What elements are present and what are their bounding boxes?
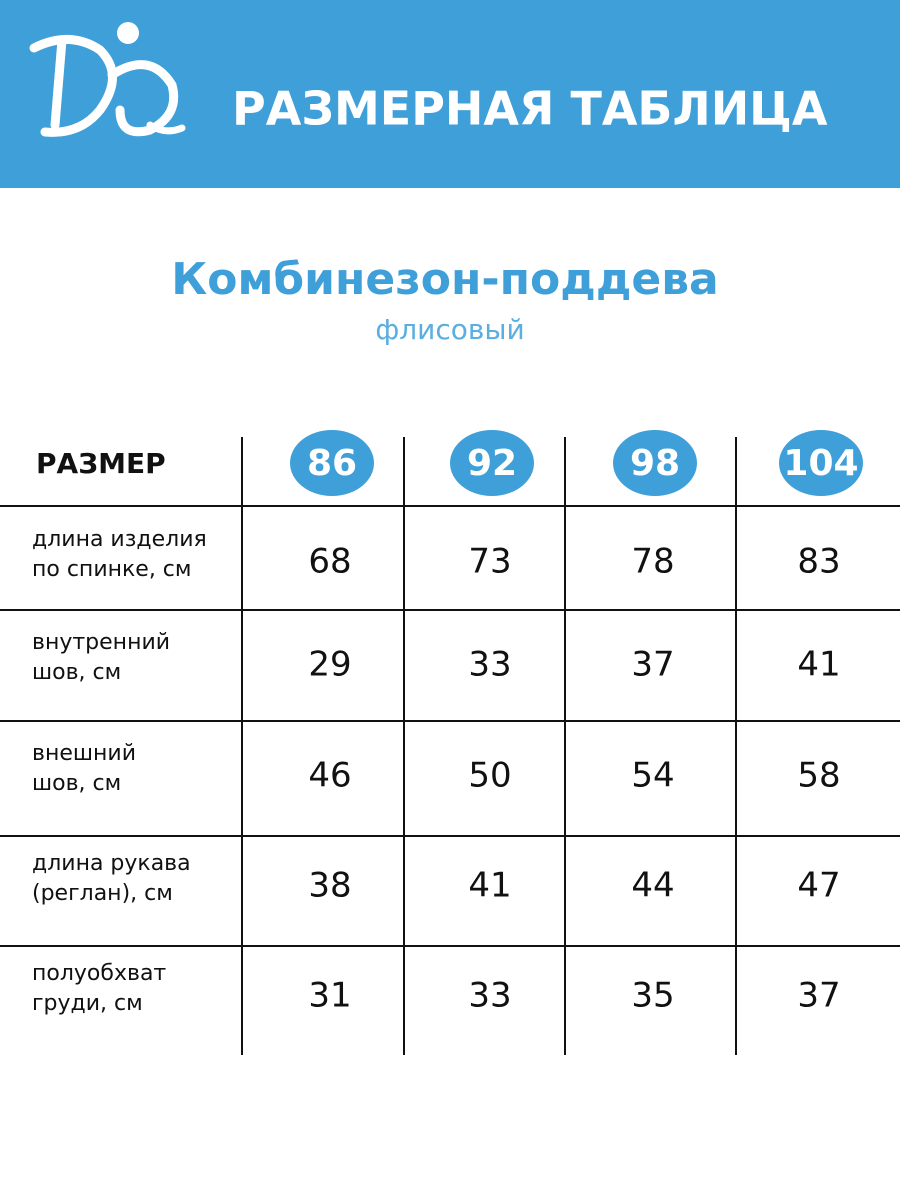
row-label: шов, см [32,660,121,685]
row-label: (реглан), см [32,881,173,906]
table-grid [0,437,900,1055]
cell-value: 37 [631,645,674,685]
size-badge [613,430,697,496]
logo [29,22,186,137]
cell-value: 46 [308,756,351,796]
cell-value: 58 [797,756,840,796]
cell-value: 44 [631,866,674,906]
cell-value: 37 [797,976,840,1016]
cell-value: 38 [308,866,351,906]
row-label: груди, см [32,991,143,1016]
cell-value: 83 [797,542,840,582]
size-label: 86 [307,443,357,484]
row-label: внешний [32,741,136,766]
cell-value: 41 [797,645,840,685]
cell-value: 31 [308,976,351,1016]
cell-value: 73 [468,542,511,582]
row-label: длина изделия [32,527,207,552]
product-title: Комбинезон-поддева [171,254,719,305]
size-badge [290,430,374,496]
size-badge [450,430,534,496]
size-badge [779,430,863,496]
row-label: длина рукава [32,851,191,876]
cell-value: 33 [468,976,511,1016]
header-title: РАЗМЕРНАЯ ТАБЛИЦА [232,82,828,136]
cell-value: 35 [631,976,674,1016]
header-band [0,0,900,188]
product-subtitle: флисовый [375,313,524,346]
row-label: полуобхват [32,961,166,986]
cell-value: 68 [308,542,351,582]
size-header: РАЗМЕР [36,447,166,480]
cell-value: 50 [468,756,511,796]
cell-value: 41 [468,866,511,906]
cell-value: 33 [468,645,511,685]
size-label: 92 [467,443,517,484]
cell-value: 54 [631,756,674,796]
size-label: 98 [630,443,680,484]
row-label: внутренний [32,630,170,655]
row-label: по спинке, см [32,557,192,582]
row-label: шов, см [32,771,121,796]
cell-value: 47 [797,866,840,906]
cell-value: 78 [631,542,674,582]
size-label: 104 [783,443,858,484]
cell-value: 29 [308,645,351,685]
